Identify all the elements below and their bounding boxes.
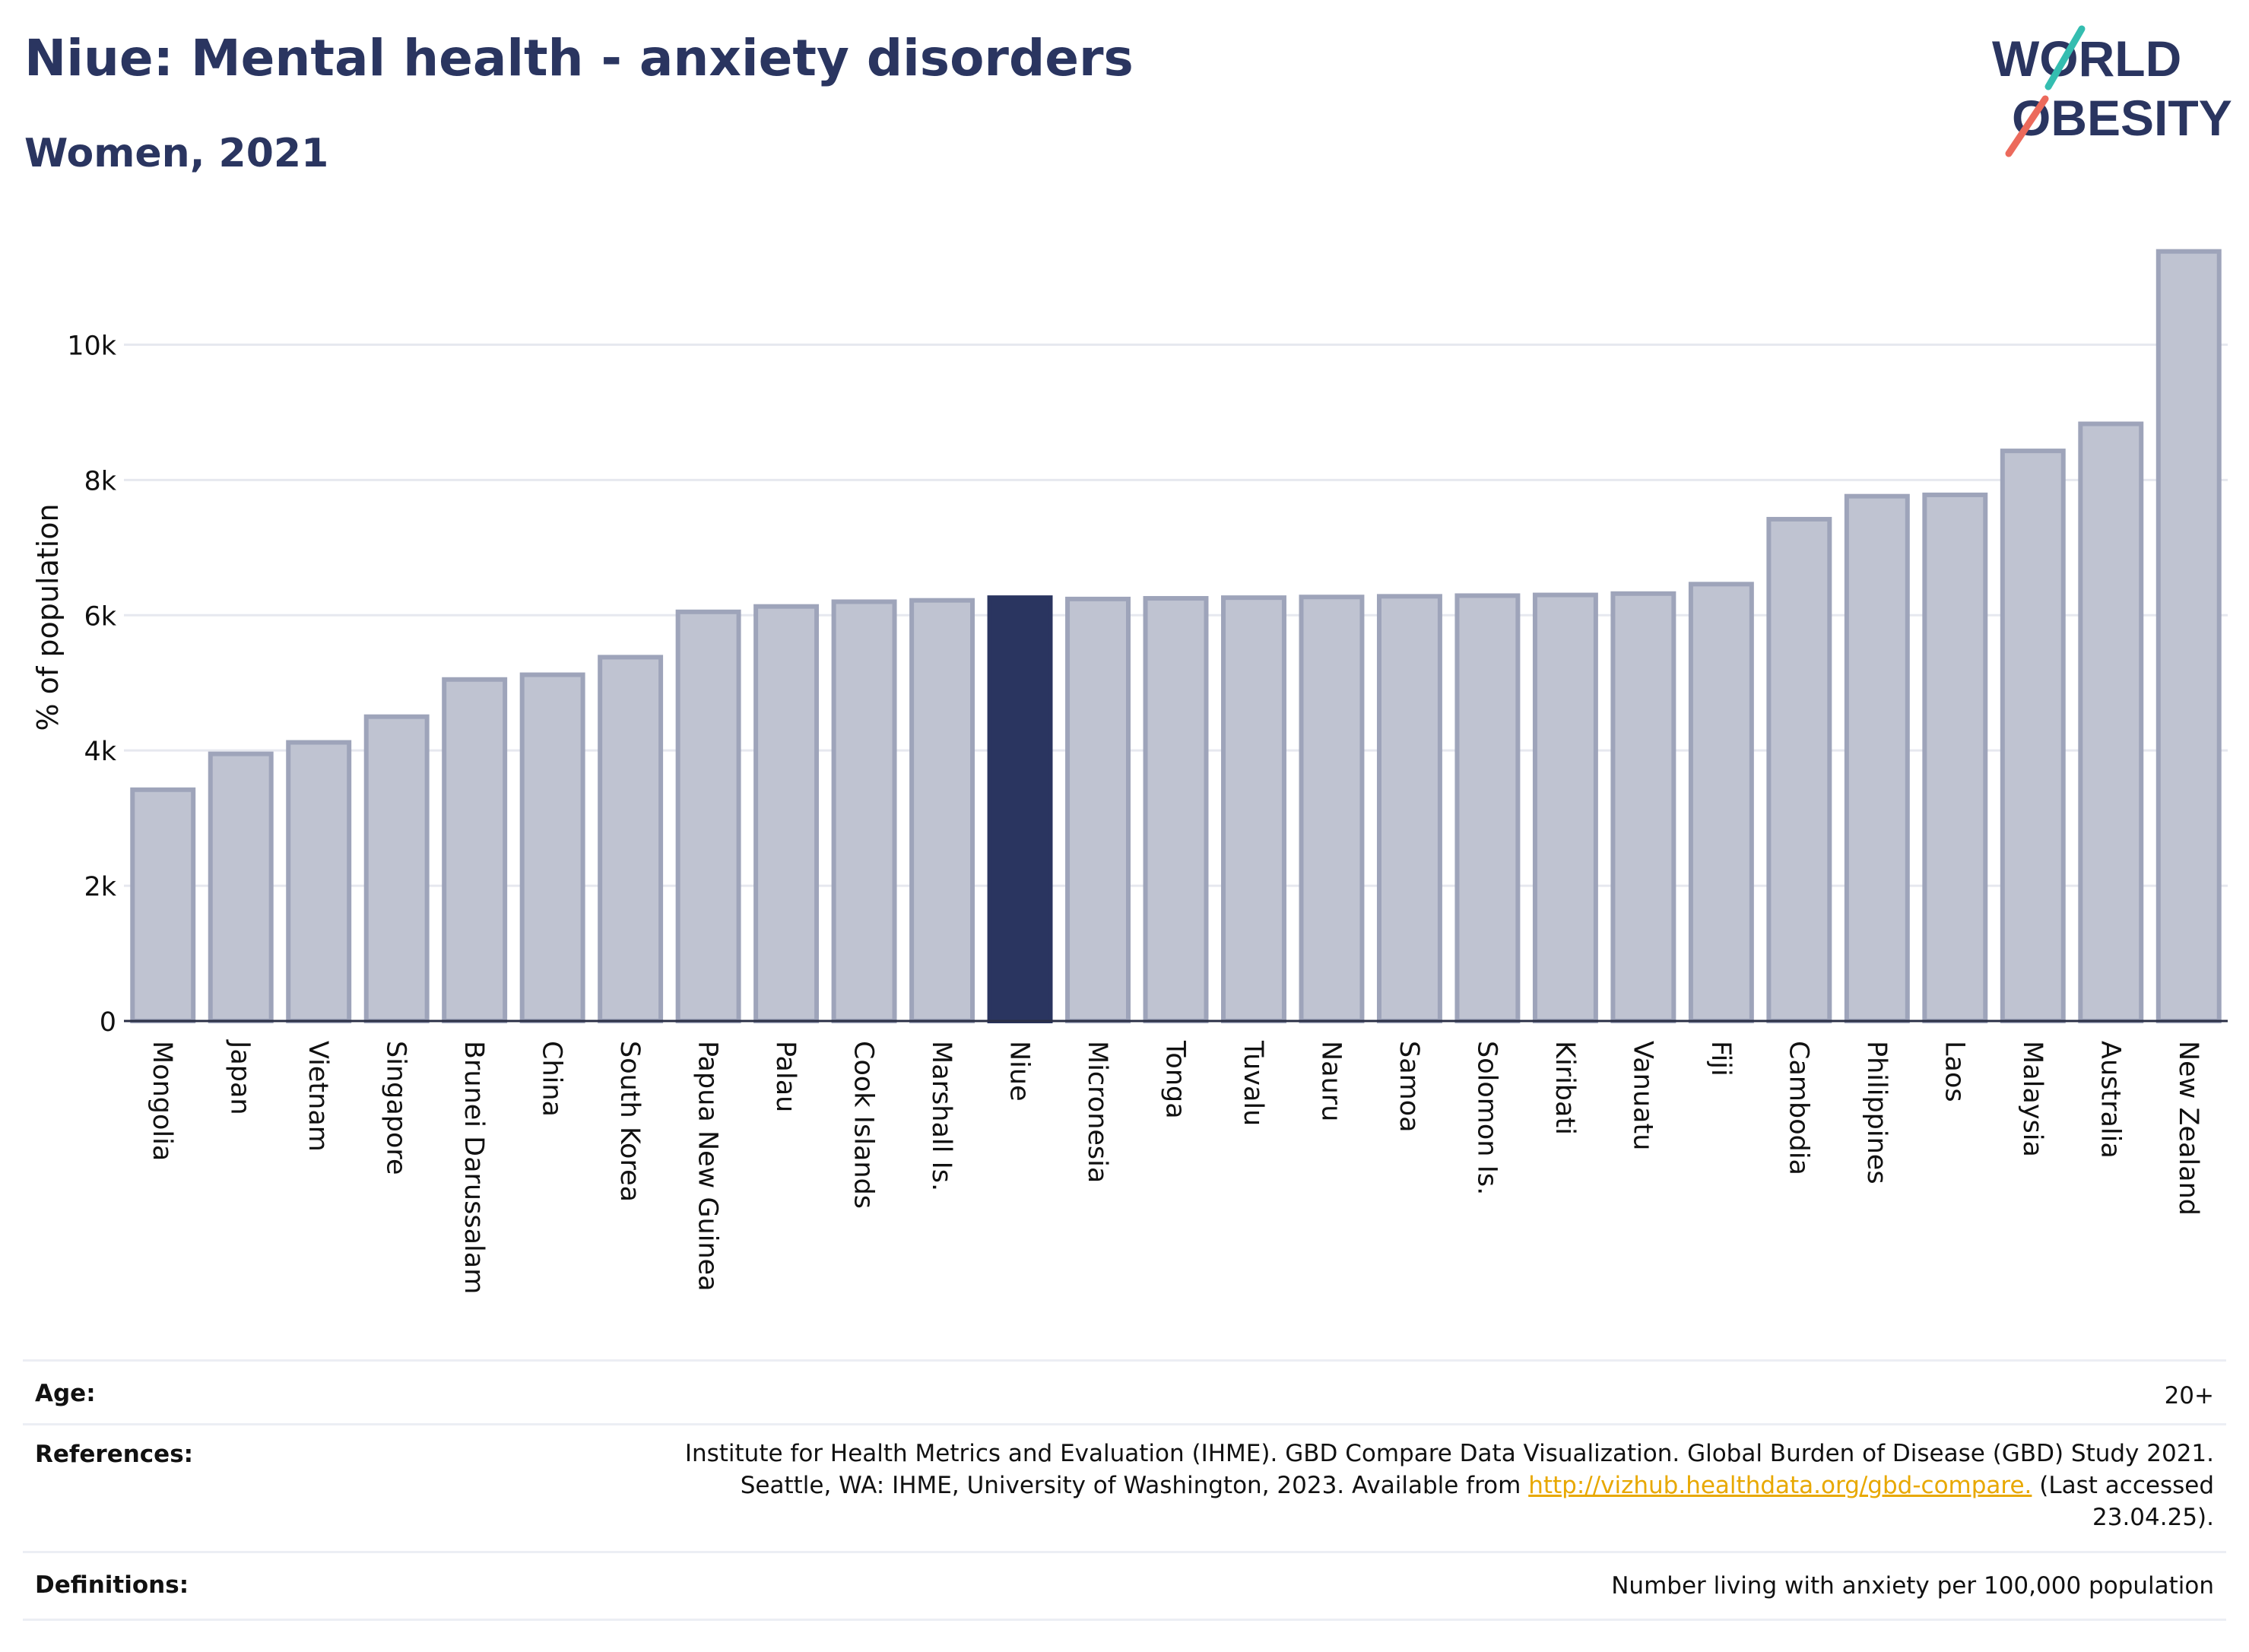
y-tick-label: 2k xyxy=(84,872,116,902)
bar-solomon-is xyxy=(1454,593,1521,1023)
x-tick-label: Fiji xyxy=(1705,1041,1736,1076)
bar-laos xyxy=(1922,492,1988,1023)
logo-text-world: WORLD xyxy=(1992,30,2181,87)
info-table: Age: 20+ References: Institute for Healt… xyxy=(23,1359,2226,1621)
x-tick-label: Singapore xyxy=(381,1041,411,1175)
references-link[interactable]: http://vizhub.healthdata.org/gbd-compare… xyxy=(1528,1472,2032,1499)
y-tick-label: 0 xyxy=(100,1007,116,1038)
x-tick-label: Palau xyxy=(770,1041,801,1112)
x-tick-label: Brunei Darussalam xyxy=(458,1041,489,1294)
x-tick-label: Tonga xyxy=(1160,1040,1191,1119)
x-tick-label: Marshall Is. xyxy=(926,1041,956,1191)
logo-slash-coral xyxy=(2005,95,2049,157)
x-tick-label: Kiribati xyxy=(1550,1041,1580,1135)
references-label: References: xyxy=(35,1441,194,1468)
info-row-age: Age: 20+ xyxy=(23,1359,2226,1425)
references-value: Institute for Health Metrics and Evaluat… xyxy=(685,1438,2214,1533)
y-tick-label: 6k xyxy=(84,601,116,632)
x-tick-label: Tuvalu xyxy=(1238,1040,1268,1126)
definitions-value: Number living with anxiety per 100,000 p… xyxy=(1611,1572,2214,1600)
age-value: 20+ xyxy=(2164,1382,2214,1409)
bar-japan xyxy=(208,751,274,1024)
x-tick-label: Vanuatu xyxy=(1627,1041,1657,1150)
y-tick-label: 8k xyxy=(84,466,116,496)
age-label: Age: xyxy=(35,1380,96,1407)
bar-micronesia xyxy=(1065,596,1131,1023)
bar-south-korea xyxy=(598,655,664,1024)
definitions-label: Definitions: xyxy=(35,1571,189,1599)
x-tick-label: Laos xyxy=(1939,1041,1969,1102)
bar-niue xyxy=(987,595,1053,1023)
x-tick-label: Samoa xyxy=(1394,1041,1424,1133)
bar-cambodia xyxy=(1766,516,1832,1023)
bar-cook-islands xyxy=(831,599,897,1023)
x-tick-label: Solomon Is. xyxy=(1471,1041,1502,1195)
y-tick-labels: 0 2k 4k 6k 8k 10k xyxy=(67,331,117,1038)
bar-palau xyxy=(753,604,820,1023)
bar-kiribati xyxy=(1532,592,1598,1023)
bar-vietnam xyxy=(286,740,352,1023)
page-subtitle: Women, 2021 xyxy=(24,131,329,176)
info-row-definitions: Definitions: Number living with anxiety … xyxy=(23,1551,2226,1621)
bar-philippines xyxy=(1844,493,1910,1023)
references-line-2-end: (Last accessed xyxy=(2032,1472,2214,1499)
x-tick-label: Micronesia xyxy=(1082,1041,1112,1183)
bar-tonga xyxy=(1143,596,1209,1023)
x-tick-label: Nauru xyxy=(1315,1041,1346,1121)
bar-samoa xyxy=(1376,594,1442,1023)
x-tick-label: Malaysia xyxy=(2017,1041,2048,1157)
x-tick-label: Niue xyxy=(1004,1041,1035,1102)
x-tick-labels: Mongolia Japan Vietnam Singapore Brunei Daru… xyxy=(147,1039,2203,1294)
bar-malaysia xyxy=(2000,449,2066,1023)
bar-marshall-is xyxy=(909,598,975,1023)
logo-slash-teal xyxy=(2044,25,2086,90)
y-tick-label: 4k xyxy=(84,737,116,767)
y-tick-label: 10k xyxy=(67,331,117,361)
x-tick-label: Japan xyxy=(225,1039,255,1115)
bars xyxy=(130,249,2222,1024)
x-tick-label: Mongolia xyxy=(147,1041,177,1161)
x-tick-label: Cook Islands xyxy=(849,1041,879,1209)
bar-tuvalu xyxy=(1221,595,1286,1023)
bar-mongolia xyxy=(130,787,196,1023)
world-obesity-logo: WORLD OBESITY xyxy=(1992,25,2232,157)
x-tick-label: Australia xyxy=(2095,1041,2125,1159)
y-axis-label: % of population xyxy=(31,503,65,731)
references-line-2: Seattle, WA: IHME, University of Washing… xyxy=(685,1470,2214,1501)
info-row-references: References: Institute for Health Metrics… xyxy=(23,1423,2226,1553)
x-tick-label: Cambodia xyxy=(1783,1041,1813,1175)
bar-nauru xyxy=(1299,595,1365,1023)
references-line-2-text: Seattle, WA: IHME, University of Washing… xyxy=(740,1472,1529,1499)
bar-vanuatu xyxy=(1610,591,1676,1023)
bar-australia xyxy=(2078,421,2144,1023)
x-tick-label: New Zealand xyxy=(2173,1041,2203,1216)
bar-papua-new-guinea xyxy=(675,609,741,1023)
bar-chart: 0 2k 4k 6k 8k 10k Mongolia Japan Vietnam Singapo… xyxy=(31,249,2228,1294)
x-tick-label: Vietnam xyxy=(303,1041,333,1152)
bar-brunei-darussalam xyxy=(442,677,508,1024)
page-title: Niue: Mental health - anxiety disorders xyxy=(24,29,1134,87)
bar-fiji xyxy=(1688,582,1754,1023)
bar-new-zealand xyxy=(2155,249,2222,1023)
x-tick-label: China xyxy=(537,1041,567,1117)
x-tick-label: South Korea xyxy=(614,1041,645,1202)
x-tick-label: Papua New Guinea xyxy=(693,1041,723,1292)
references-line-1: Institute for Health Metrics and Evaluat… xyxy=(684,1440,2214,1467)
x-tick-label: Philippines xyxy=(1861,1041,1892,1184)
bar-singapore xyxy=(363,714,430,1024)
references-line-3: 23.04.25). xyxy=(2092,1504,2214,1531)
bar-china xyxy=(519,672,585,1023)
